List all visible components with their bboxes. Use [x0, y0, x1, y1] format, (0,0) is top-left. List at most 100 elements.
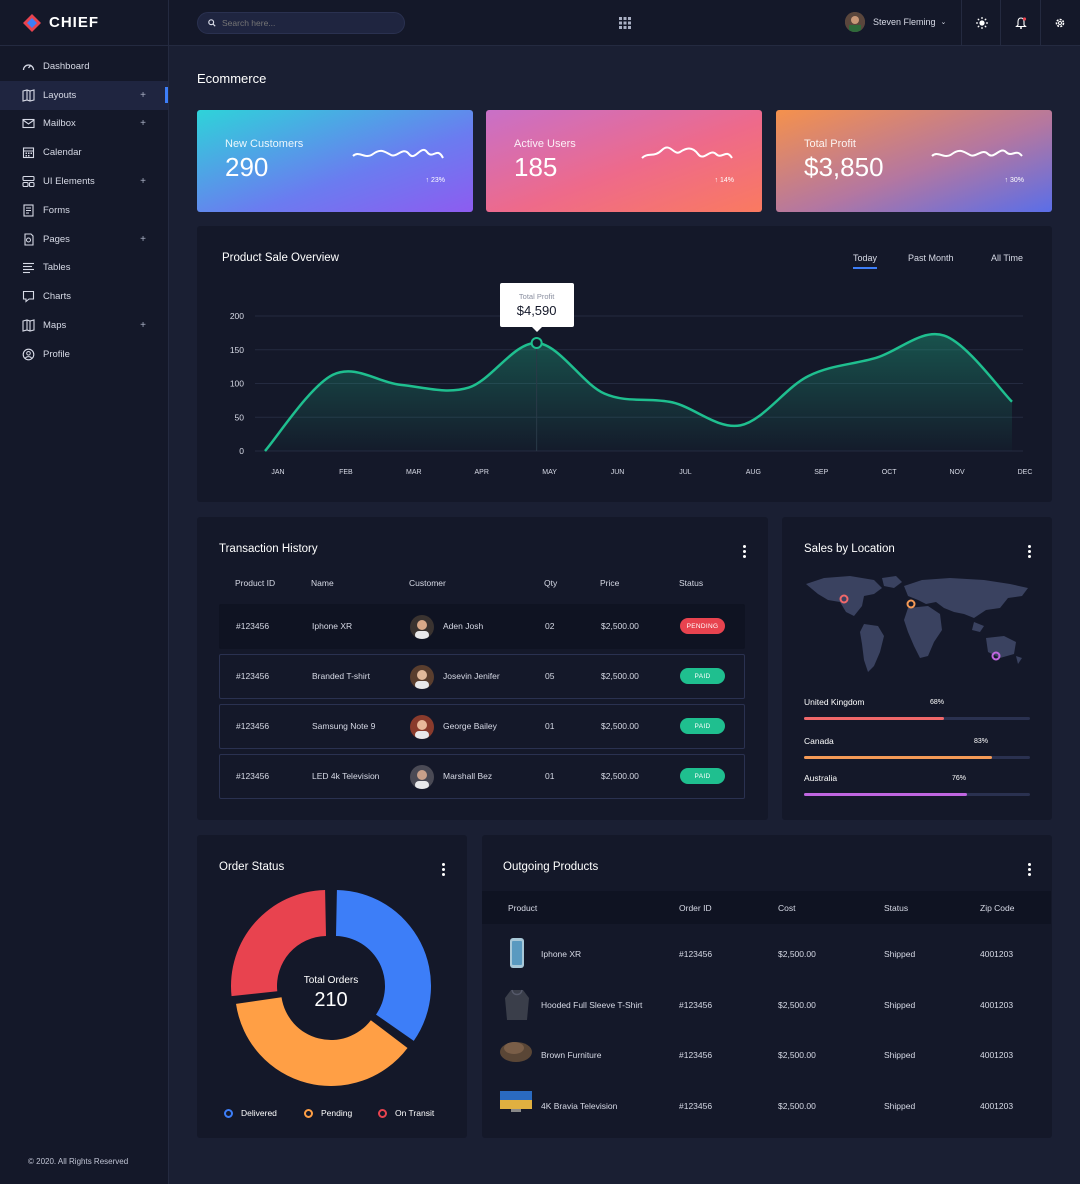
cell-customer: George Bailey [443, 721, 497, 731]
data-point-highlight[interactable] [530, 337, 543, 349]
cell-name: Branded T-shirt [312, 671, 370, 681]
status-badge: PAID [680, 668, 725, 684]
user-menu[interactable]: Steven Fleming ⌄ [845, 12, 946, 32]
cell-product: Brown Furniture [541, 1050, 602, 1061]
sidebar-item-pages[interactable]: Pages + [0, 225, 168, 254]
theme-toggle-button[interactable] [974, 15, 990, 31]
more-icon[interactable] [441, 863, 445, 876]
sidebar-item-ui-elements[interactable]: UI Elements + [0, 167, 168, 196]
sidebar-item-tables[interactable]: Tables [0, 254, 168, 283]
stat-change: ↑ 23% [425, 177, 445, 184]
sidebar-item-calendar[interactable]: Calendar [0, 138, 168, 167]
expand-plus-icon[interactable]: + [140, 233, 146, 245]
mail-icon [22, 117, 35, 130]
cell-status: Shipped [884, 1101, 916, 1112]
stat-card-active-users[interactable]: Active Users 185 ↑ 14% [486, 110, 762, 212]
cell-qty: 05 [545, 671, 555, 681]
x-tick-label: DEC [1018, 469, 1033, 476]
more-icon[interactable] [1027, 545, 1031, 558]
divider [961, 0, 962, 46]
sparkline-icon [931, 149, 1023, 157]
th-product-id: Product ID [235, 578, 276, 588]
location-label: United Kingdom [804, 697, 865, 707]
cell-order-id: #123456 [679, 999, 713, 1010]
avatar [410, 615, 434, 639]
x-tick-label: SEP [814, 469, 828, 476]
chart-tooltip: Total Profit $4,590 [499, 283, 574, 332]
calendar-icon [22, 146, 35, 159]
cell-product-id: #123456 [236, 721, 270, 731]
tooltip-value: $4,590 [516, 303, 557, 318]
sidebar-item-label: Profile [43, 348, 70, 360]
x-tick-label: MAR [406, 469, 422, 476]
expand-plus-icon[interactable]: + [140, 118, 146, 130]
order-status-donut [231, 890, 431, 1086]
gear-icon [1055, 18, 1065, 28]
outgoing-title: Outgoing Products [503, 861, 599, 873]
pages-icon [22, 233, 35, 246]
th-zip-code: Zip Code [980, 903, 1015, 913]
donut-slice-pending[interactable] [236, 997, 408, 1086]
order-status-title: Order Status [219, 861, 285, 873]
table-row[interactable]: #123456 Iphone XR Aden Josh 02 $2,500.00 PEND… [219, 604, 745, 649]
location-pct: 76% [952, 775, 967, 782]
x-tick-label: JAN [271, 469, 284, 476]
legend-on-transit: On Transit [378, 1108, 434, 1118]
table-row[interactable]: #123456 Samsung Note 9 George Bailey 01 $2,5… [219, 704, 745, 749]
sidebar-item-forms[interactable]: Forms [0, 196, 168, 225]
stat-card-total-profit[interactable]: Total Profit $3,850 ↑ 30% [776, 110, 1052, 212]
cell-product-id: #123456 [236, 671, 270, 681]
status-badge: PAID [680, 718, 725, 734]
search-input[interactable] [222, 18, 392, 28]
sidebar-item-mailbox[interactable]: Mailbox + [0, 110, 168, 139]
tab-past-month[interactable]: Past Month [908, 253, 954, 263]
cell-price: $2,500.00 [601, 771, 639, 781]
copyright: © 2020. All Rights Reserved [28, 1157, 129, 1166]
outgoing-table-head [482, 891, 1051, 924]
table-row[interactable]: #123456 Branded T-shirt Josevin Jenifer 05 $… [219, 654, 745, 699]
product-thumbnail [507, 937, 527, 974]
stat-label: New Customers [225, 138, 304, 150]
logo[interactable]: CHIEF [0, 0, 168, 46]
sidebar-item-dashboard[interactable]: Dashboard [0, 52, 168, 81]
location-label: Australia [804, 773, 838, 783]
profile-icon [22, 348, 35, 361]
cell-zip-code: 4001203 [980, 949, 1014, 959]
donut-slice-on-transit[interactable] [231, 890, 327, 997]
area-fill [265, 334, 1012, 451]
tab-today[interactable]: Today [853, 253, 878, 269]
sidebar-item-charts[interactable]: Charts [0, 282, 168, 311]
cell-status: Shipped [884, 949, 916, 959]
more-icon[interactable] [742, 545, 746, 558]
donut-center-value: 210 [314, 989, 348, 1011]
table-row[interactable]: #123456 LED 4k Television Marshall Bez 01 $2… [219, 754, 745, 799]
tab-all-time[interactable]: All Time [991, 253, 1024, 263]
sparkline-icon [641, 146, 733, 159]
cell-zip-code: 4001203 [980, 1050, 1014, 1061]
more-icon[interactable] [1027, 863, 1031, 876]
location-progress-track [804, 793, 1030, 796]
search-box[interactable] [197, 12, 405, 34]
notifications-button[interactable] [1013, 15, 1029, 31]
transaction-panel [197, 517, 768, 820]
avatar [410, 765, 434, 789]
sidebar-item-layouts[interactable]: Layouts + [0, 80, 168, 110]
th-status: Status [884, 903, 909, 913]
page-title: Ecommerce [197, 71, 267, 86]
expand-plus-icon[interactable]: + [140, 320, 146, 332]
stat-card-new-customers[interactable]: New Customers 290 ↑ 23% [197, 110, 473, 212]
sidebar-item-label: Maps [43, 320, 67, 332]
y-tick-label: 0 [239, 446, 244, 456]
elements-icon [22, 175, 35, 188]
sidebar-item-profile[interactable]: Profile [0, 340, 168, 369]
sidebar-item-maps[interactable]: Maps + [0, 311, 168, 340]
expand-plus-icon[interactable]: + [140, 89, 146, 101]
forms-icon [22, 204, 35, 217]
cell-status: Shipped [884, 999, 916, 1010]
settings-button[interactable] [1052, 15, 1068, 31]
apps-grid-icon[interactable] [619, 17, 631, 29]
donut-slice-delivered[interactable] [335, 890, 431, 1041]
expand-plus-icon[interactable]: + [140, 176, 146, 188]
sparkline-icon [352, 149, 444, 159]
sun-icon [976, 17, 988, 29]
